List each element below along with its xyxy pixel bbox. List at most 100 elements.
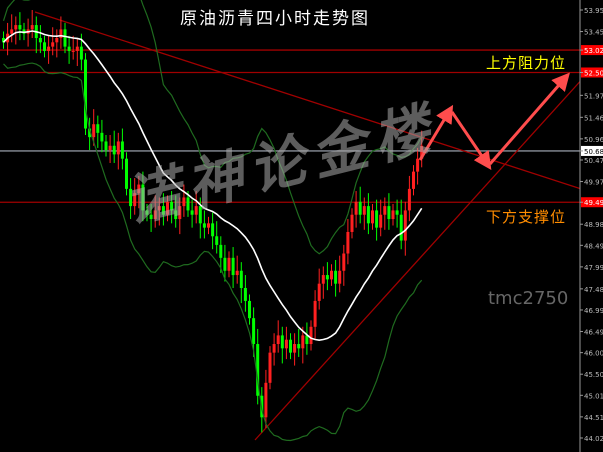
candle-body	[334, 270, 338, 284]
candle-body	[55, 38, 59, 43]
y-tick-label: 46.99	[584, 307, 603, 315]
y-tick-label: 47.48	[584, 286, 603, 294]
candle-body	[309, 326, 313, 345]
candle-body	[190, 210, 194, 215]
candle-body	[387, 206, 391, 220]
y-tick-label: 51.46	[584, 114, 603, 122]
y-tick-label: 53.02	[584, 47, 603, 55]
candle-body	[289, 339, 292, 353]
candle-body	[2, 38, 5, 43]
candle-body	[182, 197, 186, 207]
candle-body	[330, 270, 333, 280]
y-tick-label: 44.51	[584, 414, 603, 422]
candle-body	[166, 201, 169, 215]
candle-body	[43, 42, 46, 51]
y-tick-label: 53.45	[584, 29, 603, 37]
y-tick-highlight	[581, 197, 603, 208]
projection-arrow	[488, 72, 570, 165]
candle-body	[153, 210, 157, 220]
y-tick-label: 48.98	[584, 221, 603, 229]
bollinger-lower	[3, 62, 423, 442]
y-tick-label: 48.49	[584, 242, 603, 250]
candle-body	[157, 206, 161, 211]
candle-body	[141, 184, 145, 211]
candle-body	[280, 335, 284, 349]
candle-body	[272, 344, 276, 353]
moving-average-line	[2, 30, 423, 341]
candle-body	[317, 283, 321, 301]
candle-body	[399, 214, 403, 241]
candle-body	[207, 223, 210, 228]
candle-body	[67, 46, 71, 51]
candle-body	[231, 257, 235, 276]
candle-body	[276, 335, 280, 345]
candle-body	[92, 124, 96, 138]
candle-body	[198, 206, 202, 224]
candle-body	[137, 184, 141, 194]
candle-body	[223, 257, 227, 271]
candle-body	[161, 206, 165, 215]
candle-body	[346, 231, 350, 254]
candle-body	[268, 352, 272, 383]
y-tick-label: 50.47	[584, 157, 603, 165]
projection-arrow	[450, 111, 492, 170]
candle-body	[403, 210, 407, 241]
bollinger-upper	[2, 0, 423, 255]
candle-body	[407, 188, 411, 211]
candle-body	[129, 188, 133, 207]
candle-body	[112, 145, 116, 155]
candle-body	[71, 50, 75, 52]
y-tick-label: 51.97	[584, 92, 603, 100]
candle-body	[301, 335, 305, 349]
candle-body	[51, 42, 55, 47]
candle-body	[248, 300, 251, 319]
candle-body	[63, 29, 67, 47]
candle-body	[350, 214, 354, 232]
candle-body	[235, 270, 239, 276]
candle-body	[79, 46, 83, 60]
candle-body	[186, 197, 190, 211]
watermark-id: tmc2750	[488, 288, 569, 309]
candle-body	[59, 29, 63, 39]
candle-body	[239, 270, 243, 288]
y-tick-label: 46.00	[584, 350, 603, 358]
candle-body	[219, 244, 223, 258]
candle-body	[116, 141, 120, 155]
candle-body	[211, 223, 215, 237]
candle-body	[358, 201, 362, 215]
chart-title: 原油沥青四小时走势图	[180, 9, 370, 29]
candle-body	[227, 257, 231, 271]
y-tick-highlight	[581, 45, 603, 56]
candle-body	[416, 158, 420, 172]
candle-body	[38, 38, 42, 43]
candle-body	[174, 210, 178, 220]
candle-body	[420, 145, 424, 159]
candle-body	[395, 210, 399, 215]
y-tick-label: 50.96	[584, 136, 603, 144]
candle-body	[313, 300, 317, 327]
candle-body	[362, 206, 366, 215]
candle-body	[194, 206, 198, 215]
candle-body	[293, 344, 297, 353]
descending-trendline	[34, 11, 603, 197]
candle-body	[108, 145, 112, 151]
candle-body	[412, 171, 415, 189]
y-tick-label: 45.50	[584, 371, 603, 379]
y-axis-background	[580, 0, 603, 452]
y-tick-highlight	[581, 67, 603, 78]
candle-body	[10, 29, 14, 34]
candle-body	[391, 210, 395, 220]
y-tick-label: 52.50	[584, 69, 603, 77]
resistance-label: 上方阻力位	[486, 54, 567, 72]
candle-body	[342, 253, 346, 271]
y-tick-label: 49.97	[584, 179, 603, 187]
candle-body	[325, 275, 329, 280]
y-tick-label: 50.68	[584, 148, 603, 156]
y-tick-highlight	[581, 145, 603, 156]
candle-body	[252, 318, 256, 345]
candle-body	[14, 25, 18, 30]
candle-body	[284, 339, 288, 349]
candle-body	[75, 46, 79, 51]
